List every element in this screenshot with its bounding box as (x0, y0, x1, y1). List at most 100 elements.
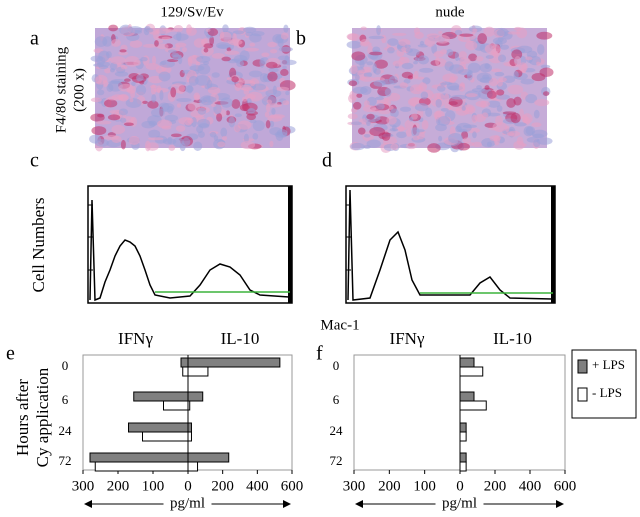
texture (408, 116, 414, 122)
texture (188, 75, 199, 86)
texture (491, 68, 502, 73)
texture (157, 119, 173, 129)
texture (197, 118, 210, 128)
texture (459, 57, 471, 64)
texture (438, 135, 443, 142)
texture (241, 96, 248, 102)
texture (496, 105, 503, 112)
texture (167, 105, 174, 115)
bar (459, 357, 475, 368)
texture (266, 103, 283, 108)
texture (386, 115, 397, 125)
texture (458, 51, 468, 60)
texture (129, 97, 134, 103)
texture (472, 28, 478, 33)
x-tick-label: 400 (246, 478, 269, 494)
x-tick-label: 200 (378, 478, 401, 494)
texture (95, 120, 112, 125)
texture (466, 70, 473, 81)
texture (481, 112, 489, 119)
texture (237, 120, 252, 130)
texture (433, 51, 444, 58)
histogram-c (87, 185, 293, 304)
texture (140, 57, 148, 62)
y-tick-label: 6 (62, 392, 69, 407)
texture (123, 122, 134, 127)
texture (435, 56, 440, 66)
texture (193, 141, 203, 151)
texture (448, 133, 463, 144)
texture (401, 71, 414, 79)
texture (269, 49, 278, 54)
texture (205, 28, 211, 33)
texture (244, 47, 260, 52)
x-tick-label: 0 (456, 478, 464, 494)
texture (280, 32, 289, 40)
texture (465, 93, 478, 98)
texture (167, 136, 173, 145)
texture (282, 65, 287, 70)
texture (486, 90, 497, 99)
texture (179, 142, 186, 152)
texture (104, 99, 118, 108)
bar (187, 400, 191, 411)
texture (187, 102, 201, 111)
x-tick-label: 200 (484, 478, 507, 494)
texture (388, 75, 398, 85)
texture (216, 112, 223, 122)
texture (110, 56, 127, 65)
texture (124, 78, 131, 82)
texture (159, 90, 164, 101)
texture (389, 128, 399, 132)
image-y-label: F4/80 staining (53, 46, 69, 133)
texture (210, 102, 217, 108)
texture (492, 37, 507, 45)
texture (272, 85, 277, 95)
texture (498, 54, 507, 63)
texture (173, 25, 184, 33)
texture (266, 99, 273, 105)
texture (144, 25, 151, 31)
texture (536, 61, 541, 66)
texture (129, 40, 143, 48)
texture (357, 69, 372, 74)
texture (231, 76, 239, 83)
texture (437, 116, 451, 126)
texture (458, 83, 466, 92)
x-tick-label: 100 (413, 478, 436, 494)
texture (220, 127, 228, 138)
texture (131, 81, 136, 87)
bar (187, 431, 192, 442)
texture (189, 65, 205, 72)
texture (197, 107, 207, 115)
texture (438, 30, 443, 35)
texture (184, 85, 194, 93)
texture (506, 98, 516, 108)
texture (95, 76, 103, 84)
image-title: nude (435, 4, 465, 20)
y-tick-label: 0 (333, 358, 340, 373)
texture (167, 49, 177, 53)
texture (168, 144, 176, 151)
texture (417, 55, 430, 65)
texture (269, 114, 285, 119)
texture (125, 98, 142, 108)
texture (265, 120, 271, 129)
bar (459, 452, 467, 463)
texture (142, 43, 158, 48)
texture (492, 50, 499, 58)
texture (468, 53, 478, 62)
texture (413, 61, 418, 65)
texture (91, 126, 107, 136)
image-y-label: (200 x) (71, 68, 87, 112)
texture (352, 86, 368, 95)
texture (197, 131, 205, 138)
texture (127, 26, 143, 34)
hist-x-label: Mac-1 (320, 317, 359, 333)
texture (421, 119, 429, 130)
texture (130, 89, 136, 98)
texture (495, 94, 510, 100)
texture (267, 71, 278, 82)
texture (374, 59, 388, 69)
